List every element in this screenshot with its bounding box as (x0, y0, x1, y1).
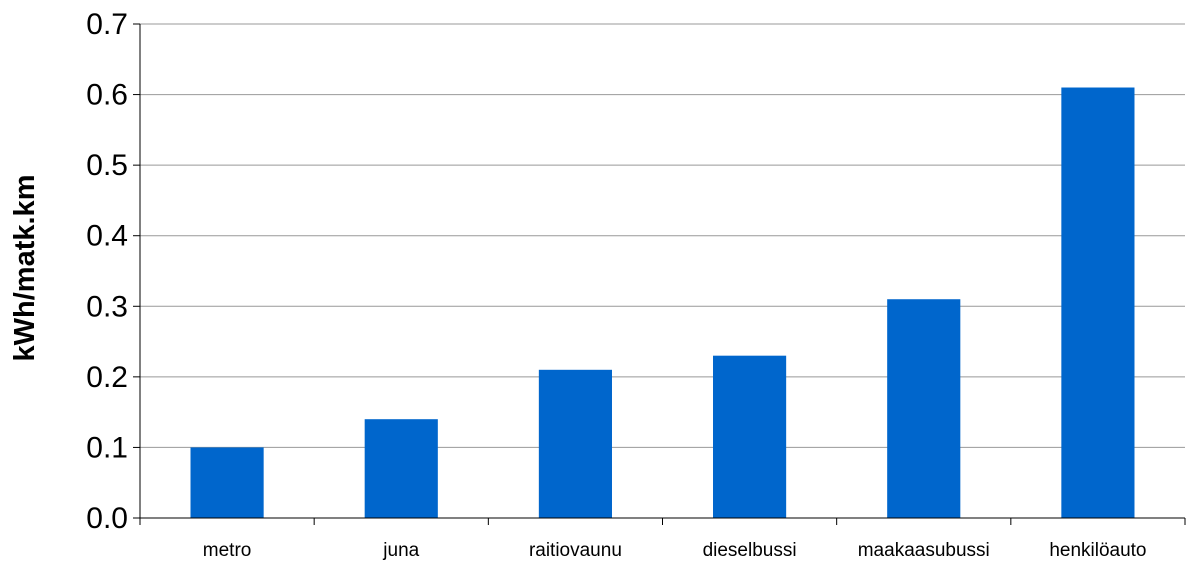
y-tick-label: 0.6 (86, 79, 128, 112)
bar-dieselbussi (713, 355, 787, 518)
bar-maakaasubussi (887, 299, 961, 518)
bar-henkilöauto (1061, 87, 1135, 518)
y-tick-labels: 0.0 0.1 0.2 0.3 0.4 0.5 0.6 0.7 (86, 8, 128, 535)
bar-metro (190, 447, 264, 518)
y-tick-label: 0.0 (86, 502, 128, 535)
x-tick-label: henkilöauto (1049, 540, 1146, 561)
bar-raitiovaunu (538, 369, 612, 518)
y-axis-label: kWh/matk.km (9, 175, 41, 362)
x-tick-label: juna (382, 540, 419, 561)
bar-juna (364, 419, 438, 518)
y-tick-label: 0.1 (86, 431, 128, 464)
x-tick-label: maakaasubussi (858, 540, 990, 561)
x-tick-label: raitiovaunu (529, 540, 622, 561)
x-tick-labels: metro juna raitiovaunu dieselbussi maakaasub… (203, 540, 1147, 561)
y-tick-label: 0.4 (86, 220, 128, 253)
x-tick-label: metro (203, 540, 252, 561)
y-tick-label: 0.3 (86, 290, 128, 323)
x-tick-label: dieselbussi (703, 540, 797, 561)
bars (190, 87, 1135, 518)
y-tick-label: 0.2 (86, 361, 128, 394)
axes (133, 23, 1186, 525)
y-tick-label: 0.7 (86, 8, 128, 41)
gridlines (140, 23, 1185, 448)
y-tick-label: 0.5 (86, 149, 128, 182)
